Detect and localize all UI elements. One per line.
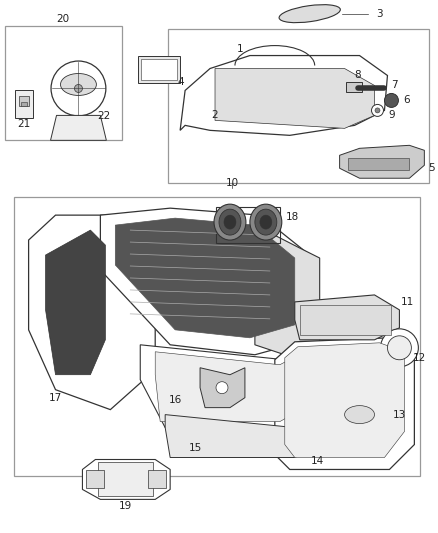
Polygon shape bbox=[275, 338, 414, 470]
Bar bbox=[19, 96, 28, 107]
Text: 17: 17 bbox=[49, 393, 62, 402]
Polygon shape bbox=[46, 230, 106, 375]
Bar bbox=[14, 91, 32, 118]
Polygon shape bbox=[28, 215, 155, 410]
Ellipse shape bbox=[279, 5, 340, 23]
Text: 19: 19 bbox=[119, 502, 132, 511]
Polygon shape bbox=[155, 352, 305, 422]
Ellipse shape bbox=[74, 84, 82, 92]
Text: 1: 1 bbox=[237, 44, 243, 54]
Polygon shape bbox=[100, 208, 310, 355]
Text: 10: 10 bbox=[226, 178, 239, 188]
Ellipse shape bbox=[216, 382, 228, 394]
Text: 12: 12 bbox=[413, 353, 426, 363]
Polygon shape bbox=[285, 343, 404, 457]
Bar bbox=[300, 305, 392, 335]
Text: 16: 16 bbox=[169, 394, 182, 405]
Text: 4: 4 bbox=[178, 77, 184, 87]
Bar bbox=[5, 26, 122, 140]
Ellipse shape bbox=[388, 336, 411, 360]
Text: 5: 5 bbox=[428, 163, 434, 173]
Text: 15: 15 bbox=[188, 442, 202, 453]
Bar bbox=[86, 471, 104, 488]
Bar bbox=[348, 158, 410, 170]
Ellipse shape bbox=[219, 209, 241, 235]
Text: 22: 22 bbox=[98, 111, 111, 122]
Text: 21: 21 bbox=[17, 119, 30, 130]
Ellipse shape bbox=[371, 104, 384, 116]
Ellipse shape bbox=[255, 209, 277, 235]
Text: 2: 2 bbox=[212, 110, 218, 120]
Ellipse shape bbox=[385, 93, 399, 108]
Text: 14: 14 bbox=[311, 456, 324, 466]
Polygon shape bbox=[180, 55, 388, 135]
Text: 6: 6 bbox=[403, 95, 410, 106]
Ellipse shape bbox=[260, 215, 272, 229]
Polygon shape bbox=[115, 218, 295, 338]
Polygon shape bbox=[215, 69, 374, 128]
Text: 9: 9 bbox=[388, 110, 395, 120]
Ellipse shape bbox=[345, 406, 374, 424]
Bar bbox=[216, 207, 280, 243]
Ellipse shape bbox=[381, 329, 418, 367]
Text: 7: 7 bbox=[391, 80, 398, 91]
Bar bbox=[138, 55, 180, 84]
Ellipse shape bbox=[60, 74, 96, 95]
Ellipse shape bbox=[51, 61, 106, 116]
Polygon shape bbox=[50, 116, 106, 140]
Ellipse shape bbox=[375, 108, 380, 113]
Ellipse shape bbox=[214, 204, 246, 240]
Polygon shape bbox=[339, 146, 424, 178]
Bar bbox=[99, 463, 153, 496]
Polygon shape bbox=[200, 368, 245, 408]
Polygon shape bbox=[255, 225, 320, 360]
Ellipse shape bbox=[224, 215, 236, 229]
Bar bbox=[168, 29, 429, 183]
Bar bbox=[148, 471, 166, 488]
Polygon shape bbox=[82, 459, 170, 499]
Polygon shape bbox=[140, 345, 314, 427]
Text: 11: 11 bbox=[401, 297, 414, 307]
Bar bbox=[14, 197, 420, 477]
Text: 20: 20 bbox=[56, 14, 69, 23]
Bar bbox=[21, 102, 27, 107]
Ellipse shape bbox=[250, 204, 282, 240]
Bar bbox=[346, 83, 361, 92]
Text: 18: 18 bbox=[286, 212, 300, 222]
Bar bbox=[141, 59, 177, 80]
Text: 3: 3 bbox=[376, 9, 383, 19]
Polygon shape bbox=[295, 295, 399, 340]
Polygon shape bbox=[165, 415, 325, 457]
Text: 13: 13 bbox=[393, 410, 406, 419]
Text: 8: 8 bbox=[354, 69, 361, 79]
